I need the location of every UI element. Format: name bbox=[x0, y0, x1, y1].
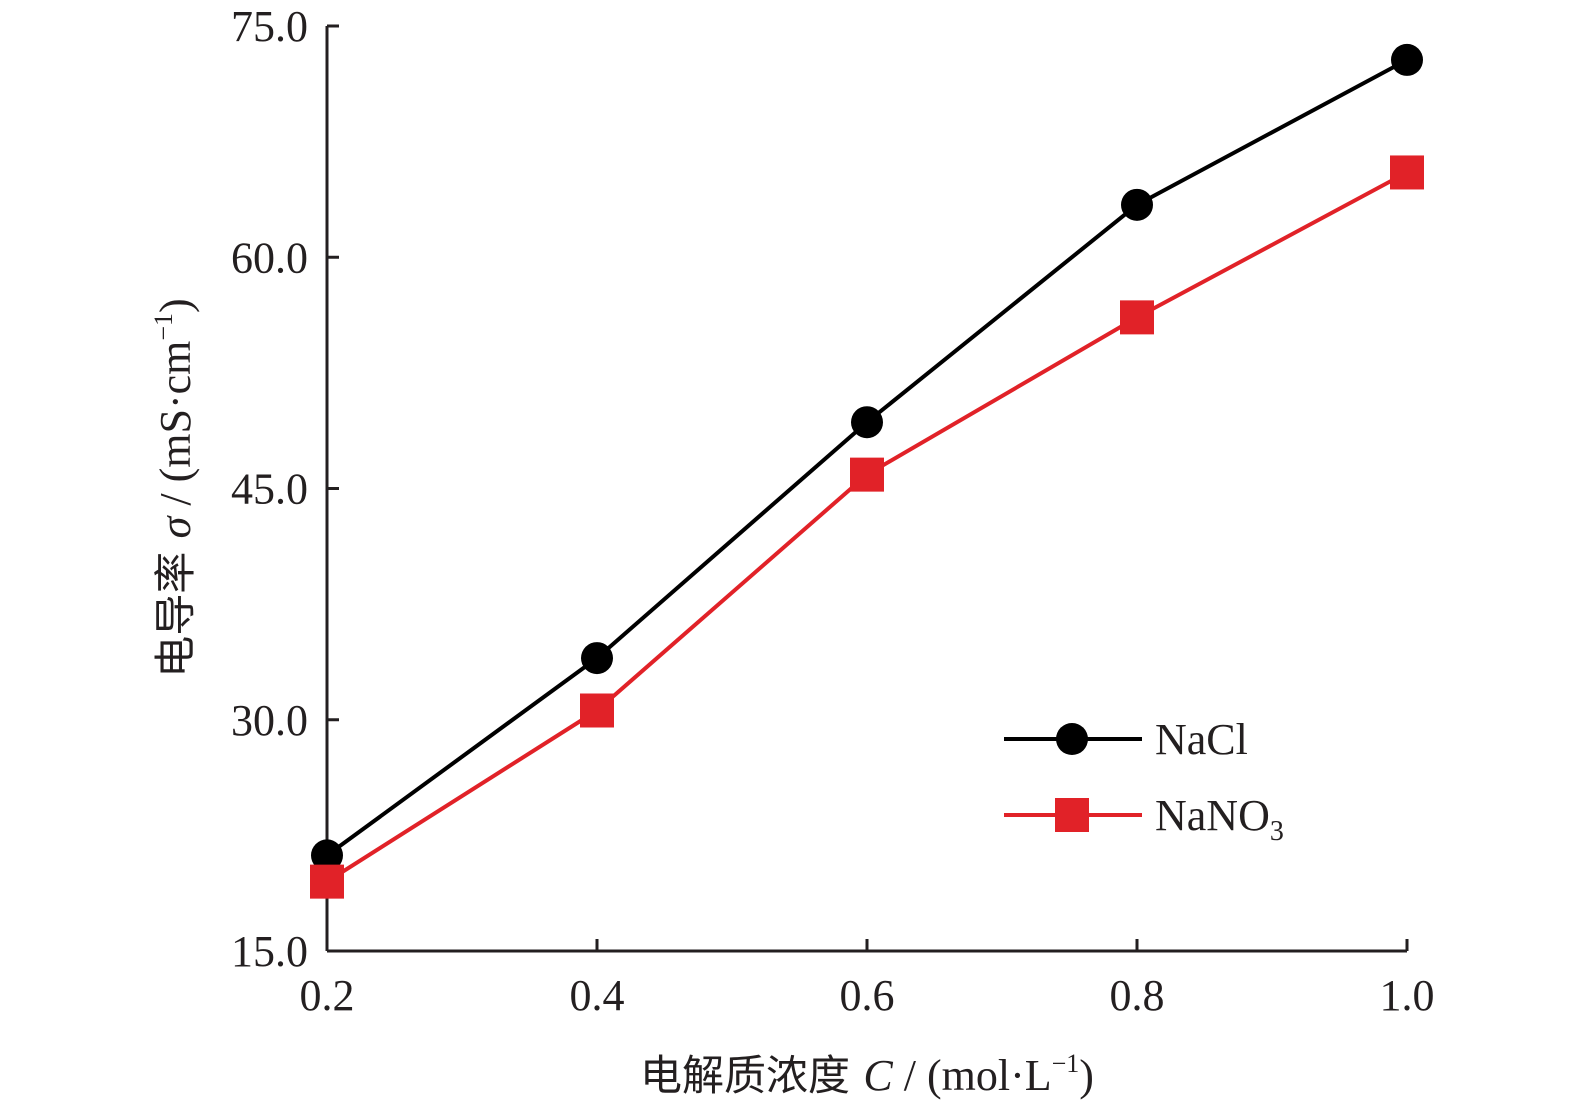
x-tick-label: 0.2 bbox=[300, 971, 355, 1020]
x-axis-title-unit-close: ) bbox=[1079, 1051, 1094, 1100]
data-point-nano3 bbox=[1390, 155, 1424, 190]
data-point-nacl bbox=[1121, 188, 1153, 221]
data-point-nano3 bbox=[1120, 300, 1154, 335]
x-axis-title-unit-exp: −1 bbox=[1052, 1049, 1080, 1078]
legend-label-subscript: 3 bbox=[1270, 816, 1284, 847]
legend-marker-square bbox=[1055, 798, 1089, 832]
legend-marker-circle bbox=[1056, 723, 1088, 755]
y-tick-label: 30.0 bbox=[231, 696, 308, 745]
x-axis-title: 电解质浓度 C / (mol·L−1) bbox=[640, 1049, 1094, 1100]
legend-label: NaNO3 bbox=[1155, 791, 1284, 847]
x-ticks: 0.2 0.4 0.6 0.8 1.0 bbox=[300, 939, 1435, 1020]
data-point-nano3 bbox=[580, 693, 614, 728]
x-tick-label: 0.4 bbox=[570, 971, 625, 1020]
legend-item-nacl: NaCl bbox=[1004, 715, 1248, 764]
legend: NaCl NaNO3 bbox=[1004, 715, 1284, 847]
x-tick-label: 0.8 bbox=[1110, 971, 1165, 1020]
x-tick-label: 1.0 bbox=[1380, 971, 1435, 1020]
series-nano3 bbox=[310, 155, 1424, 899]
legend-label: NaCl bbox=[1155, 715, 1248, 764]
data-point-nacl bbox=[581, 642, 613, 675]
legend-label-base: NaNO bbox=[1155, 791, 1270, 840]
y-axis-title-prefix: 电导率 bbox=[151, 538, 200, 677]
series-line-nano3 bbox=[325, 170, 1408, 884]
y-axis-title-symbol: σ bbox=[151, 514, 200, 538]
data-point-nacl bbox=[311, 839, 343, 872]
legend-label-base: NaCl bbox=[1155, 715, 1248, 764]
y-tick-label: 45.0 bbox=[231, 465, 308, 514]
data-point-nano3 bbox=[850, 457, 884, 492]
data-point-nano3 bbox=[310, 864, 344, 899]
series-nacl bbox=[311, 43, 1423, 872]
legend-item-nano3: NaNO3 bbox=[1004, 791, 1284, 847]
x-axis-title-symbol: C bbox=[863, 1051, 893, 1100]
x-axis-title-unit-open: / (mol·L bbox=[893, 1051, 1052, 1100]
y-axis-title-unit-exp: −1 bbox=[149, 313, 178, 341]
y-tick-label: 75.0 bbox=[231, 2, 308, 51]
y-ticks: 15.0 30.0 45.0 60.0 75.0 bbox=[231, 2, 339, 976]
x-axis-title-prefix: 电解质浓度 bbox=[640, 1051, 863, 1100]
y-axis-title: 电导率 σ / (mS·cm−1) bbox=[149, 298, 200, 677]
data-point-nacl bbox=[1391, 43, 1423, 76]
y-axis-title-unit-open: / (mS·cm bbox=[151, 341, 200, 517]
y-tick-label: 15.0 bbox=[231, 927, 308, 976]
y-axis-title-unit-close: ) bbox=[151, 298, 200, 313]
y-tick-label: 60.0 bbox=[231, 233, 308, 282]
x-tick-label: 0.6 bbox=[840, 971, 895, 1020]
data-point-nacl bbox=[851, 406, 883, 439]
series-group bbox=[310, 43, 1424, 899]
